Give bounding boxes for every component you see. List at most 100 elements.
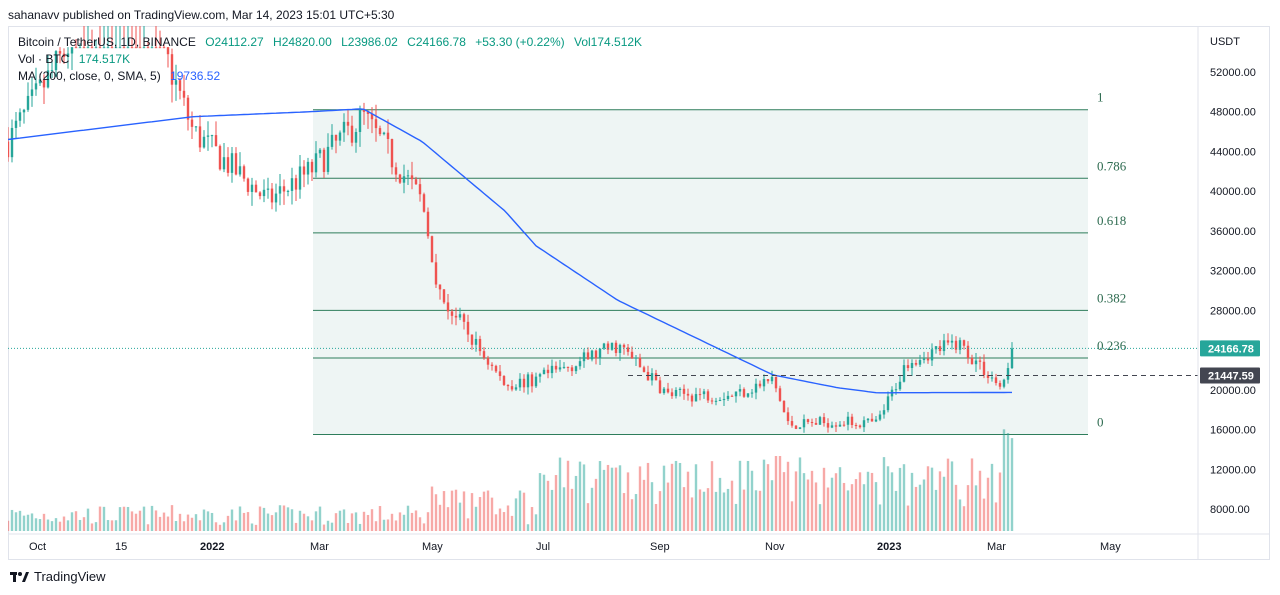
candle-body <box>806 419 810 423</box>
candle-body <box>22 109 26 113</box>
volume-bar <box>674 460 678 531</box>
volume-bar <box>394 520 398 531</box>
volume-bar <box>562 487 566 531</box>
candle-body <box>362 109 366 112</box>
candle-body <box>62 53 66 57</box>
candle-body <box>790 421 794 426</box>
candle-body <box>770 376 774 382</box>
candle-body <box>694 394 698 402</box>
candle-body <box>10 127 14 158</box>
volume-bar <box>510 515 514 531</box>
candle-body <box>322 149 326 172</box>
candle-body <box>130 47 134 49</box>
volume-bar <box>502 512 506 531</box>
legend-ma-label[interactable]: MA (200, close, 0, SMA, 5) <box>18 69 161 83</box>
candle-body <box>370 113 374 120</box>
volume-bar <box>438 504 442 531</box>
candle-body <box>334 134 338 141</box>
candle-body <box>774 376 778 389</box>
candle-body <box>674 390 678 397</box>
volume-bar <box>762 459 766 531</box>
candle-body <box>458 314 462 318</box>
candle-body <box>14 120 18 128</box>
volume-bar <box>434 494 438 531</box>
volume-bar <box>622 493 626 531</box>
legend-symbol[interactable]: Bitcoin / TetherUS, 1D, BINANCE <box>18 35 196 49</box>
volume-bar <box>318 506 322 531</box>
candle-body <box>170 54 174 85</box>
candle-body <box>110 47 114 49</box>
volume-bar <box>834 473 838 531</box>
candle-body <box>482 351 486 358</box>
legend-volume-row[interactable]: Vol · BTC 174.517K <box>18 52 130 66</box>
volume-bar <box>658 491 662 531</box>
volume-bar <box>986 477 990 531</box>
tradingview-logo[interactable]: TradingView <box>10 569 106 584</box>
candle-body <box>762 379 766 387</box>
candle-body <box>18 112 22 121</box>
candle-body <box>550 365 554 374</box>
time-tick-label: 2023 <box>877 541 901 553</box>
volume-bar <box>430 486 434 531</box>
legend-volume-label[interactable]: Vol · BTC <box>18 52 70 66</box>
candle-body <box>622 344 626 348</box>
fib-level-label: 1 <box>1097 90 1104 105</box>
volume-bar <box>802 473 806 531</box>
candle-body <box>822 417 826 424</box>
price-tick-label: 40000.00 <box>1210 186 1256 198</box>
price-tick-label: 44000.00 <box>1210 146 1256 158</box>
candle-body <box>266 188 270 190</box>
candle-body <box>982 361 986 376</box>
volume-bar <box>418 517 422 531</box>
candle-body <box>270 188 274 203</box>
candle-body <box>658 380 662 394</box>
candle-body <box>990 377 994 379</box>
candle-body <box>502 376 506 385</box>
candle-body <box>254 184 258 193</box>
price-axis[interactable]: USDT 52000.00 48000.00 44000.00 40000.00 360… <box>1210 36 1256 516</box>
candle-body <box>86 47 90 49</box>
legend-symbol-row[interactable]: Bitcoin / TetherUS, 1D, BINANCE O24112.2… <box>18 35 642 49</box>
candle-body <box>426 211 430 237</box>
fibonacci-retracement[interactable]: 1 0.786 0.618 0.382 0.236 0 <box>313 90 1127 436</box>
volume-bar <box>282 505 286 531</box>
volume-bar <box>550 489 554 531</box>
candle-body <box>722 399 726 401</box>
volume-bar <box>782 472 786 531</box>
ma-200-line <box>8 108 1012 394</box>
candle-body <box>874 419 878 422</box>
volume-bar <box>306 516 310 531</box>
candle-body <box>522 378 526 388</box>
volume-bar <box>534 514 538 531</box>
candle-body <box>166 47 170 55</box>
price-chart[interactable]: 1 0.786 0.618 0.382 0.236 0 USDT 52000.00 4800… <box>8 26 1270 560</box>
volume-bars <box>8 429 1014 531</box>
volume-bar <box>722 492 726 531</box>
candle-body <box>282 186 286 192</box>
candle-body <box>186 97 190 120</box>
candle-body <box>182 90 186 98</box>
volume-bar <box>174 521 178 531</box>
volume-bar <box>638 466 642 531</box>
volume-bar <box>798 457 802 531</box>
fib-level-label: 0 <box>1097 415 1104 430</box>
time-axis[interactable]: Oct 15 2022 Mar May Jul Sep Nov 2023 Mar May <box>29 541 1121 553</box>
candle-body <box>298 166 302 190</box>
legend-low: L23986.02 <box>341 35 398 49</box>
volume-bar <box>606 464 610 531</box>
volume-bar <box>386 519 390 531</box>
volume-bar <box>398 512 402 531</box>
volume-bar <box>74 511 78 531</box>
candle-body <box>470 334 474 345</box>
volume-bar <box>942 476 946 531</box>
candle-body <box>666 388 670 393</box>
volume-bar <box>1002 429 1006 531</box>
volume-bar <box>118 507 122 531</box>
candle-body <box>542 369 546 375</box>
volume-bar <box>194 514 198 531</box>
legend-ma-row[interactable]: MA (200, close, 0, SMA, 5) 19736.52 <box>18 69 220 83</box>
candle-body <box>190 119 194 127</box>
candle-body <box>582 352 586 362</box>
volume-bar <box>270 515 274 531</box>
candle-body <box>398 174 402 183</box>
